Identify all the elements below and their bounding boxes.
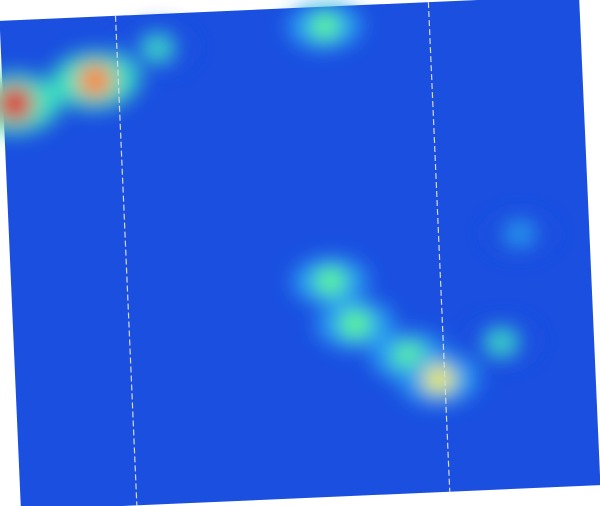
heatmap-cell-5	[340, 310, 371, 339]
heatmap-cell-0	[0, 85, 33, 122]
vertical-marker-1	[427, 2, 451, 492]
heatmap-cell-3	[310, 13, 339, 40]
heatmap-cell-9	[506, 222, 533, 246]
heatmap-cell-7	[423, 364, 455, 394]
heatmap-cell-8	[487, 329, 515, 355]
heatmap-cell-4	[315, 267, 345, 295]
vertical-marker-0	[114, 15, 138, 506]
vertical-markers	[114, 2, 451, 506]
heatmap-cell-2	[143, 35, 172, 61]
heatmap-cell-1	[77, 63, 113, 98]
